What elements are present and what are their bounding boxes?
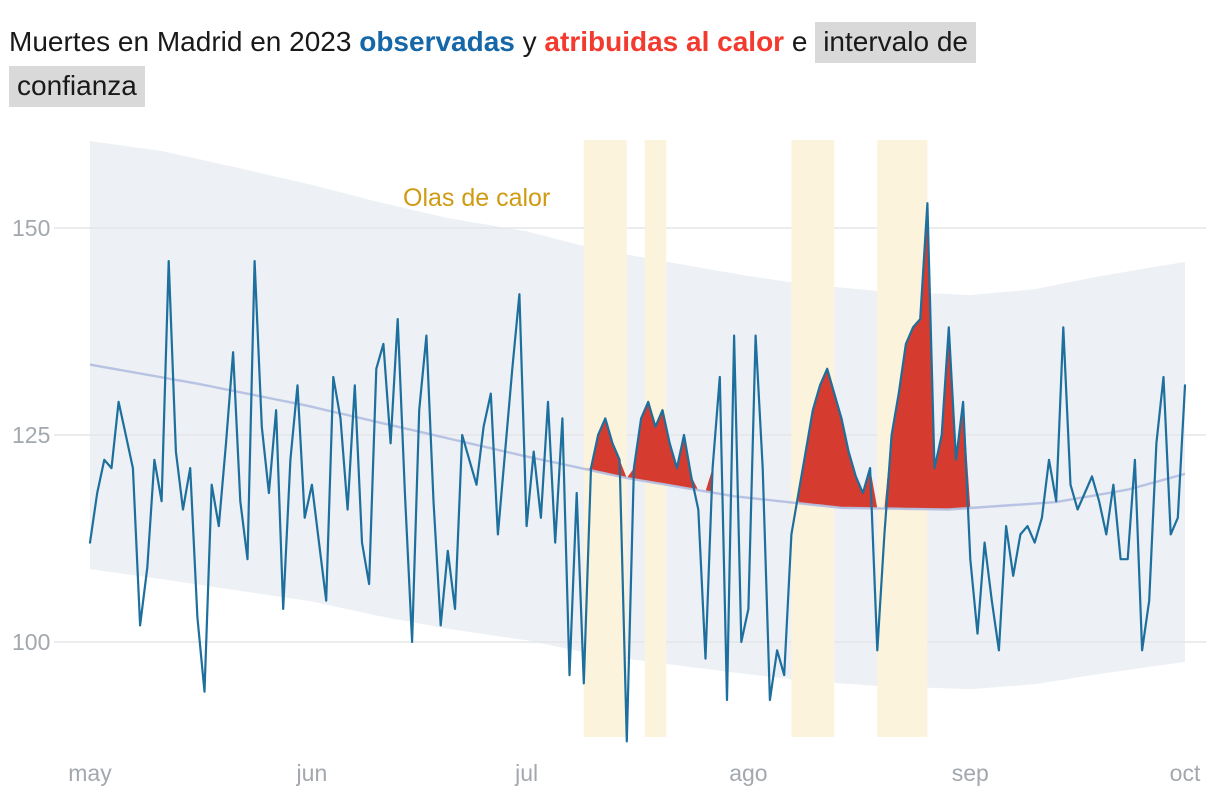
title-observadas-label: observadas <box>359 26 515 57</box>
title-atribuidas-label: atribuidas al calor <box>544 26 785 57</box>
x-tick-label: may <box>68 760 112 786</box>
title-text-1: Muertes en Madrid en 2023 <box>9 26 360 57</box>
observed-line-layer <box>88 202 1187 743</box>
observed-line <box>88 202 1187 743</box>
confidence-band-area <box>90 141 1185 690</box>
title-text-2: y <box>514 26 545 57</box>
x-tick-label: ago <box>729 760 767 786</box>
y-tick-label: 150 <box>12 215 50 241</box>
x-tick-label: oct <box>1170 760 1201 786</box>
y-tick-label: 125 <box>12 422 50 448</box>
title-intervalo-highlight-line1: intervalo de <box>815 22 976 63</box>
chart-title: Muertes en Madrid en 2023 observadas y a… <box>9 20 1209 108</box>
attributed-area <box>798 203 971 510</box>
expected-baseline-layer <box>89 363 1186 511</box>
attributed-area <box>583 401 713 493</box>
attributed-areas-layer <box>583 203 971 510</box>
title-intervalo-highlight-line2: confianza <box>9 66 145 107</box>
x-tick-label: jun <box>296 760 328 786</box>
heatwave-label: Olas de calor <box>403 184 550 212</box>
expected-baseline-line <box>89 363 1186 511</box>
y-tick-label: 100 <box>12 629 50 655</box>
x-axis-labels: may jun jul ago sep oct <box>68 760 1201 786</box>
confidence-band-layer <box>90 141 1185 690</box>
x-tick-label: jul <box>514 760 538 786</box>
x-tick-label: sep <box>952 760 989 786</box>
title-text-3: e <box>784 26 816 57</box>
